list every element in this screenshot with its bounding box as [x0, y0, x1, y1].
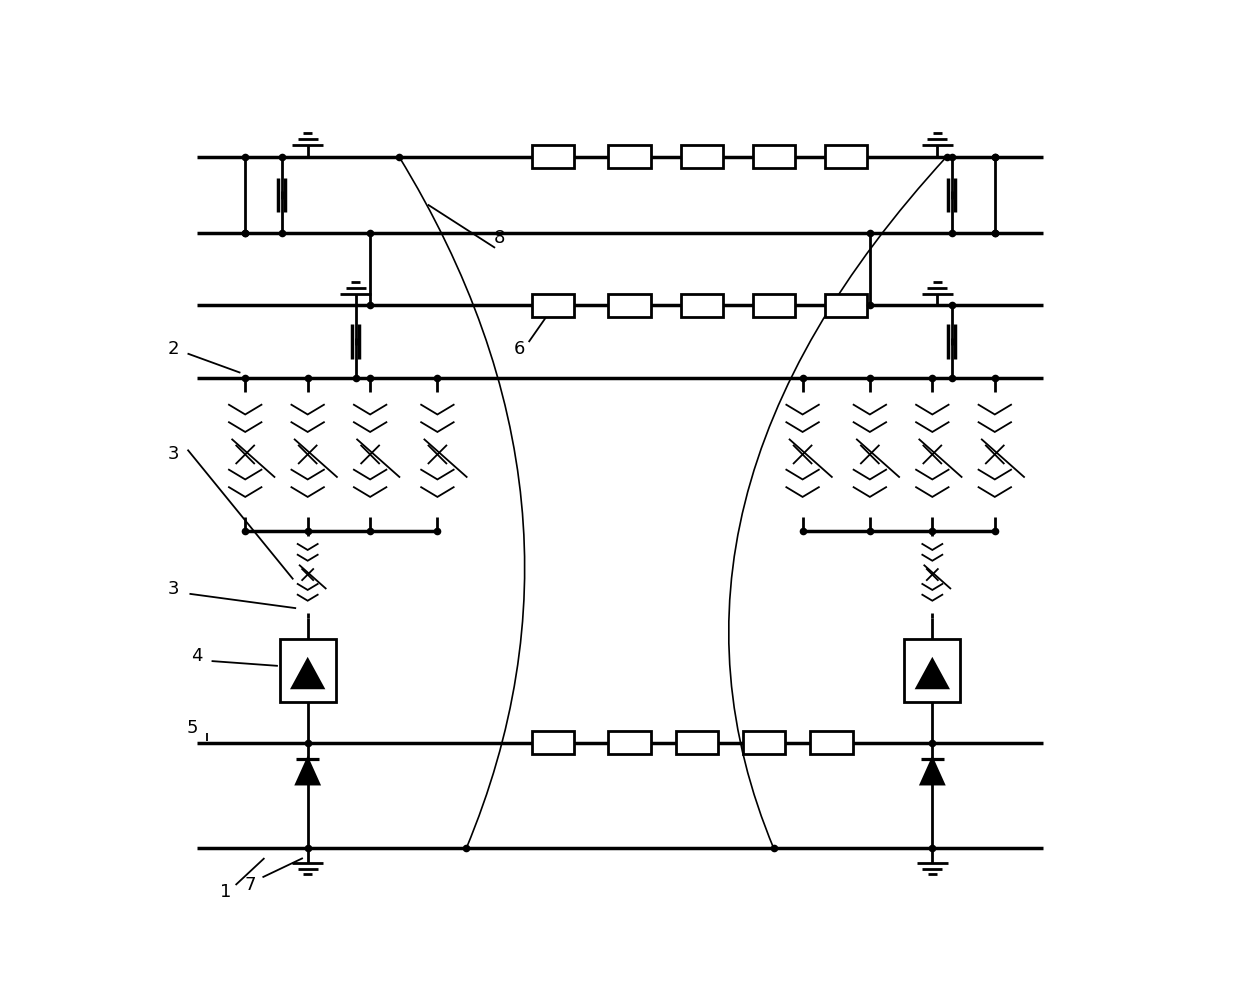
Polygon shape — [918, 659, 947, 687]
Bar — [280, 639, 336, 701]
Text: 7: 7 — [244, 876, 255, 894]
Bar — [825, 145, 867, 168]
Bar — [825, 293, 867, 317]
Text: 1: 1 — [221, 882, 232, 900]
Polygon shape — [296, 759, 319, 784]
Text: 3: 3 — [167, 580, 179, 598]
Bar — [609, 732, 651, 755]
Bar — [609, 293, 651, 317]
Bar — [753, 145, 795, 168]
Bar — [904, 639, 960, 701]
Text: 4: 4 — [191, 647, 203, 665]
Text: 5: 5 — [186, 720, 198, 738]
Bar — [532, 145, 574, 168]
Bar — [753, 293, 795, 317]
Polygon shape — [293, 659, 322, 687]
Bar — [532, 732, 574, 755]
Bar — [676, 732, 718, 755]
Bar — [609, 145, 651, 168]
Text: 6: 6 — [513, 340, 525, 358]
Bar — [743, 732, 785, 755]
Text: 3: 3 — [167, 445, 179, 463]
Bar — [532, 293, 574, 317]
Bar — [681, 145, 723, 168]
Polygon shape — [921, 759, 944, 784]
Bar — [681, 293, 723, 317]
Text: 8: 8 — [495, 229, 506, 247]
Text: 2: 2 — [167, 340, 179, 358]
Bar — [810, 732, 853, 755]
